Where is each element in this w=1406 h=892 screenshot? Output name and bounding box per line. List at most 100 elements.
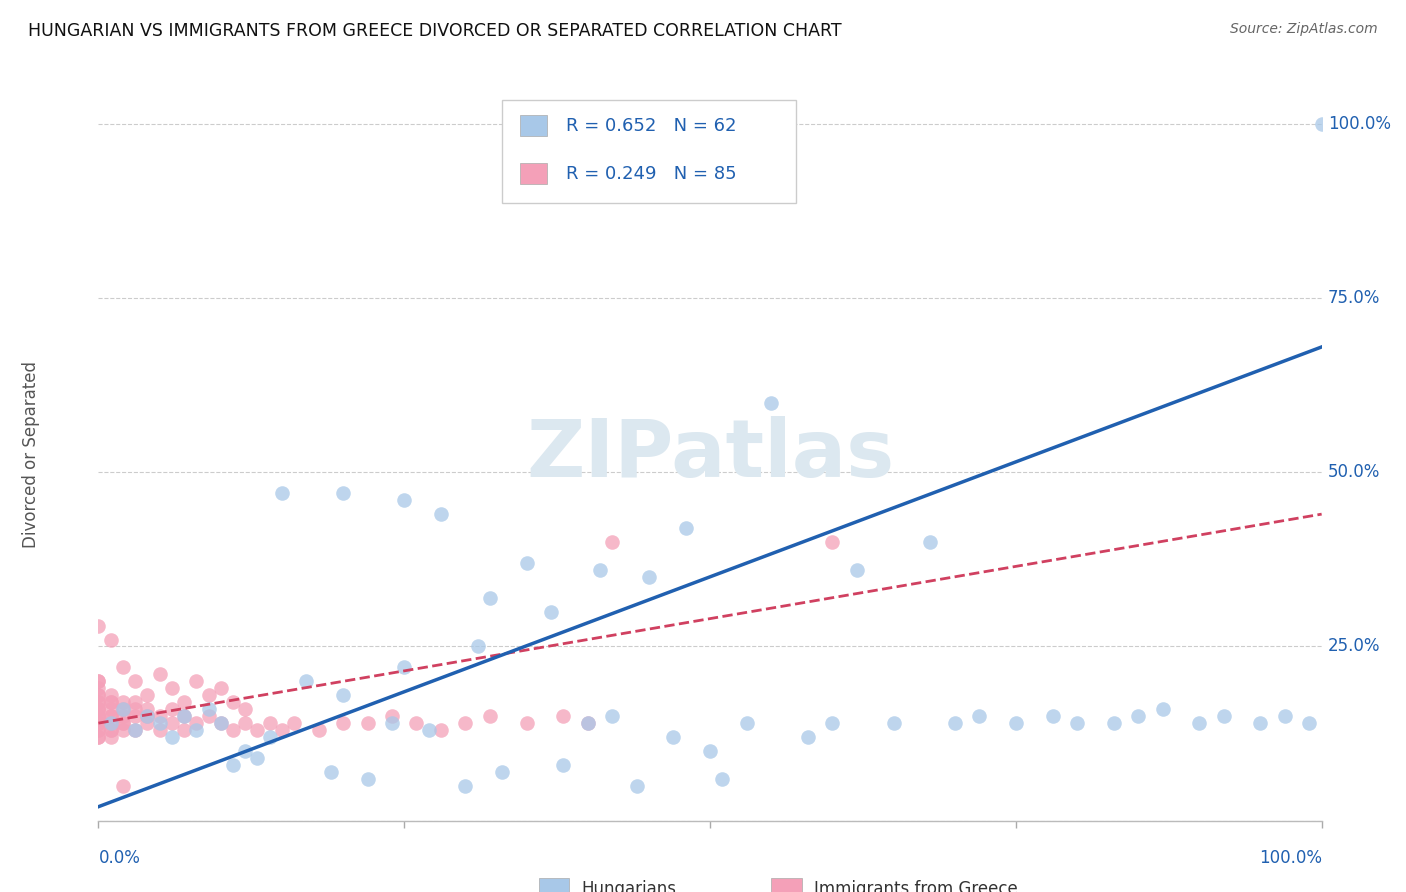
Point <box>136 709 159 723</box>
Point <box>1274 709 1296 723</box>
Point <box>87 702 110 716</box>
Point <box>283 716 305 731</box>
Point <box>87 674 110 689</box>
Point <box>160 716 183 731</box>
Point <box>1298 716 1320 731</box>
Point <box>87 618 110 632</box>
Point <box>600 535 623 549</box>
Point <box>149 723 172 737</box>
Point <box>821 535 844 549</box>
Point <box>136 702 159 716</box>
Point <box>222 695 245 709</box>
Point <box>233 716 256 731</box>
Point <box>553 758 575 772</box>
Point <box>100 709 122 723</box>
Point <box>100 716 122 731</box>
Point <box>356 716 378 731</box>
Point <box>478 709 501 723</box>
Point <box>491 764 513 779</box>
Point <box>392 660 416 674</box>
Point <box>87 695 110 709</box>
Point <box>87 695 110 709</box>
Point <box>160 702 183 716</box>
Point <box>111 702 134 716</box>
Point <box>209 681 232 696</box>
Point <box>111 702 134 716</box>
Point <box>111 716 134 731</box>
Point <box>100 688 122 702</box>
Text: Source: ZipAtlas.com: Source: ZipAtlas.com <box>1230 22 1378 37</box>
Point <box>100 632 122 647</box>
Point <box>576 716 599 731</box>
Point <box>197 688 219 702</box>
Point <box>626 779 648 793</box>
Point <box>1042 709 1064 723</box>
FancyBboxPatch shape <box>502 100 796 202</box>
Point <box>600 709 623 723</box>
Point <box>136 709 159 723</box>
Point <box>381 709 404 723</box>
Point <box>173 723 195 737</box>
Point <box>515 716 537 731</box>
Point <box>454 716 477 731</box>
Point <box>270 723 294 737</box>
Point <box>100 730 122 744</box>
Point <box>173 709 195 723</box>
Point <box>87 702 110 716</box>
Point <box>1310 117 1333 131</box>
Point <box>637 570 661 584</box>
Bar <box>772 878 801 892</box>
Point <box>430 507 453 521</box>
Text: 25.0%: 25.0% <box>1327 638 1381 656</box>
Text: ZIPatlas: ZIPatlas <box>526 416 894 494</box>
Point <box>87 716 110 731</box>
Point <box>1188 716 1211 731</box>
Point <box>356 772 378 786</box>
Point <box>173 709 195 723</box>
Bar <box>520 163 547 184</box>
Point <box>87 681 110 696</box>
Point <box>160 730 183 744</box>
Point <box>589 563 612 577</box>
Point <box>100 723 122 737</box>
Point <box>233 702 256 716</box>
Point <box>270 486 294 500</box>
Point <box>761 395 783 409</box>
Point <box>540 605 562 619</box>
Point <box>1249 716 1271 731</box>
Point <box>209 716 232 731</box>
Point <box>967 709 990 723</box>
Point <box>87 716 110 731</box>
Point <box>87 723 110 737</box>
Point <box>699 744 721 758</box>
Point <box>87 674 110 689</box>
Point <box>845 563 868 577</box>
Point <box>259 730 281 744</box>
Point <box>295 674 318 689</box>
Point <box>222 723 245 737</box>
Point <box>308 723 330 737</box>
Point <box>111 779 134 793</box>
Point <box>246 723 269 737</box>
Point <box>675 521 697 535</box>
Point <box>111 723 134 737</box>
Point <box>136 688 159 702</box>
Point <box>186 723 208 737</box>
Point <box>418 723 440 737</box>
Point <box>124 723 146 737</box>
Point <box>1066 716 1088 731</box>
Point <box>100 695 122 709</box>
Point <box>246 751 269 765</box>
Point <box>332 688 354 702</box>
Point <box>576 716 599 731</box>
Point <box>87 730 110 744</box>
Point <box>222 758 245 772</box>
Point <box>160 681 183 696</box>
Text: 50.0%: 50.0% <box>1327 463 1381 482</box>
Point <box>1128 709 1150 723</box>
Point <box>136 716 159 731</box>
Point <box>478 591 501 605</box>
Text: 0.0%: 0.0% <box>98 848 141 866</box>
Point <box>149 709 172 723</box>
Point <box>124 702 146 716</box>
